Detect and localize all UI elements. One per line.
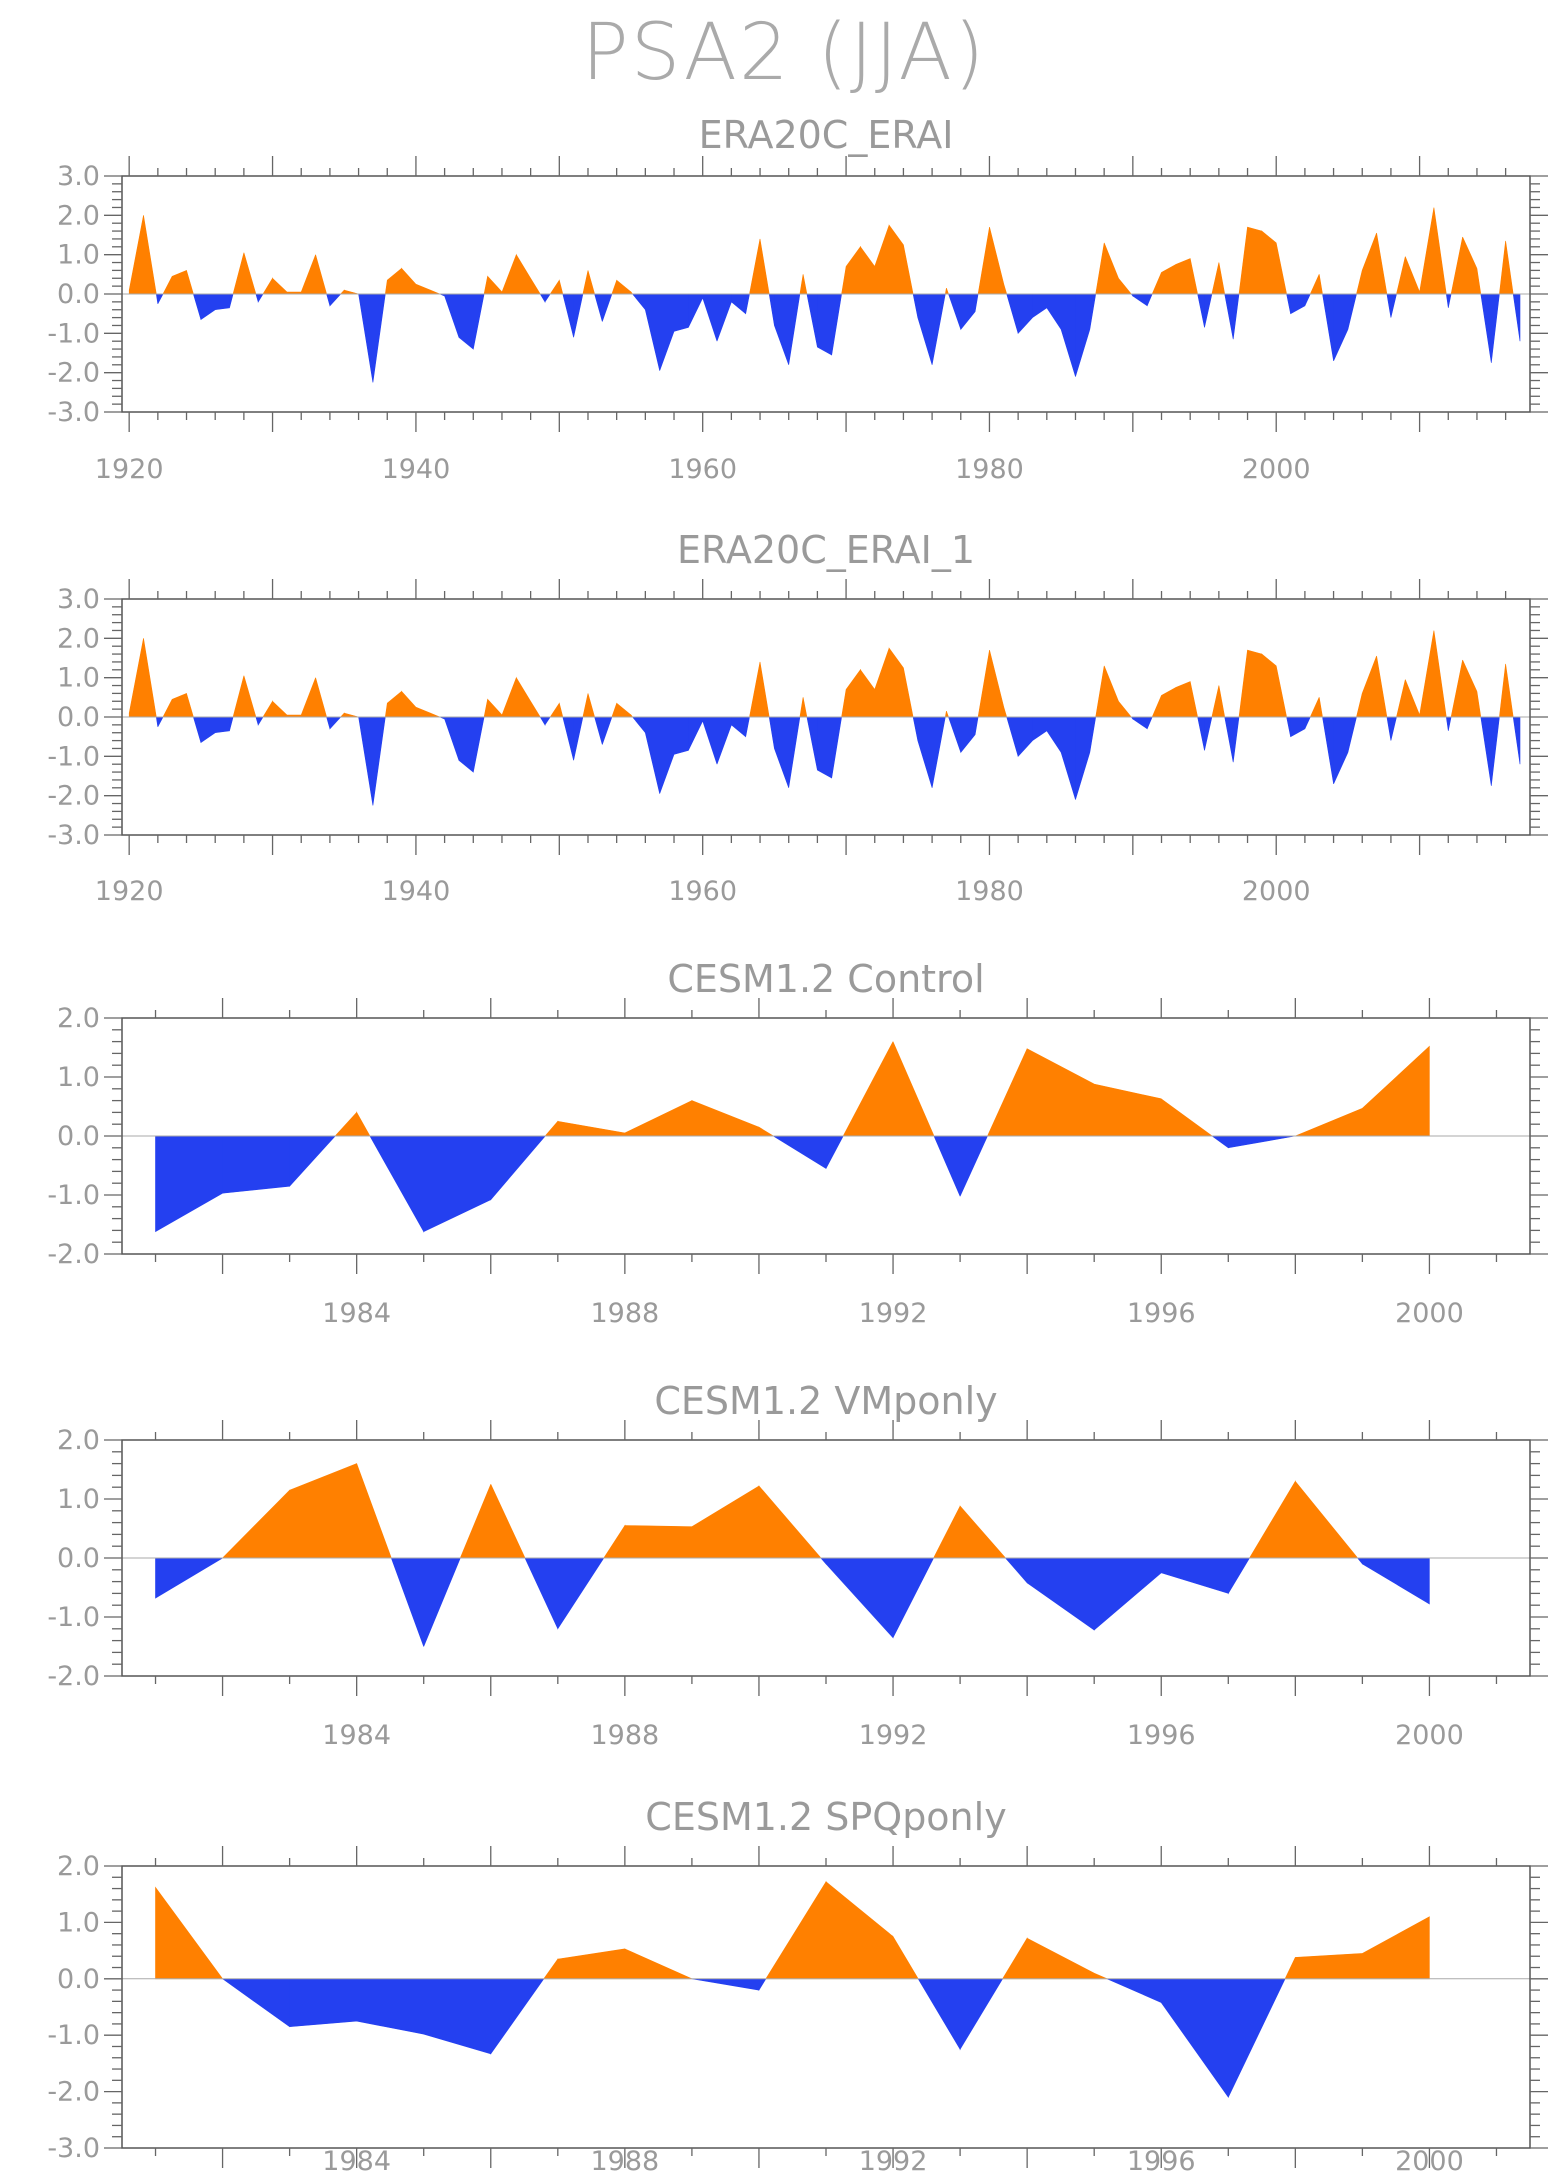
y-tick-label: 0.0 <box>57 279 100 310</box>
x-tick-label: 1992 <box>859 1720 928 1751</box>
panel-title: CESM1.2 VMponly <box>654 1379 997 1423</box>
y-tick-label: -3.0 <box>47 2133 100 2164</box>
positive-area <box>221 1463 1359 1559</box>
y-tick-label: 3.0 <box>57 161 100 192</box>
y-tick-label: -1.0 <box>47 318 100 349</box>
y-tick-label: -2.0 <box>47 1239 100 1270</box>
y-tick-label: 1.0 <box>57 1907 100 1938</box>
x-tick-label: 1940 <box>382 876 451 907</box>
x-tick-label: 1988 <box>590 1298 659 1329</box>
x-tick-label: 1992 <box>859 1298 928 1329</box>
y-tick-label: -3.0 <box>47 397 100 428</box>
y-tick-label: -2.0 <box>47 358 100 389</box>
x-tick-label: 1940 <box>382 454 451 485</box>
y-tick-label: -1.0 <box>47 1180 100 1211</box>
x-tick-label: 2000 <box>1242 454 1311 485</box>
y-tick-label: -1.0 <box>47 2020 100 2051</box>
panel-5: CESM1.2 SPQponly 2.0 1.0 0.0 -1.0 -2.0 -3.0 198… <box>47 1795 1548 2172</box>
x-tick-label: 1992 <box>859 2146 928 2172</box>
y-tick-label: 3.0 <box>57 584 100 615</box>
y-tick-label: 1.0 <box>57 1062 100 1093</box>
panel-title: ERA20C_ERAI_1 <box>677 528 975 572</box>
negative-area <box>221 1978 1286 2099</box>
x-tick-label: 1996 <box>1127 1298 1196 1329</box>
x-tick-label: 2000 <box>1242 876 1311 907</box>
x-tick-label: 1960 <box>668 876 737 907</box>
x-tick-label: 1984 <box>322 1298 391 1329</box>
x-tick-label: 1980 <box>955 876 1024 907</box>
panel-1: ERA20C_ERAI 3.0 2.0 1.0 0.0 -1.0 -2.0 -3.0 1920 1… <box>47 113 1548 485</box>
x-tick-label: 1920 <box>95 876 164 907</box>
y-tick-label: 2.0 <box>57 1425 100 1456</box>
y-tick-label: -3.0 <box>47 820 100 851</box>
positive-area <box>155 1880 1430 1980</box>
y-tick-label: 2.0 <box>57 1851 100 1882</box>
x-tick-label: 2000 <box>1395 1720 1464 1751</box>
page-title: PSA2 (JJA) <box>581 8 987 98</box>
panel-2: ERA20C_ERAI_1 3.0 2.0 1.0 0.0 -1.0 -2.0 -3.0 192… <box>47 528 1548 907</box>
y-tick-label: 2.0 <box>57 1003 100 1034</box>
x-tick-label: 1996 <box>1127 2146 1196 2172</box>
y-tick-label: 1.0 <box>57 1484 100 1515</box>
negative-area <box>155 716 1521 806</box>
y-tick-label: -2.0 <box>47 1661 100 1692</box>
panel-4: CESM1.2 VMponly 2.0 1.0 0.0 -1.0 -2.0 1984 1988… <box>47 1379 1548 1751</box>
panel-title: CESM1.2 Control <box>667 957 984 1001</box>
x-tick-label: 1984 <box>322 1720 391 1751</box>
y-tick-label: 0.0 <box>57 702 100 733</box>
x-tick-label: 1980 <box>955 454 1024 485</box>
positive-area <box>334 1041 1430 1137</box>
x-tick-label: 2000 <box>1395 2146 1464 2172</box>
panel-title: CESM1.2 SPQponly <box>645 1795 1006 1839</box>
positive-area <box>128 207 1514 295</box>
y-tick-label: -1.0 <box>47 741 100 772</box>
negative-area <box>155 1557 1430 1647</box>
panel-3: CESM1.2 Control 2.0 1.0 0.0 -1.0 -2.0 1984 1988… <box>47 957 1548 1329</box>
y-tick-label: 0.0 <box>57 1964 100 1995</box>
negative-area <box>155 1135 1296 1233</box>
x-tick-label: 1920 <box>95 454 164 485</box>
y-tick-label: 2.0 <box>57 623 100 654</box>
y-tick-label: -2.0 <box>47 2077 100 2108</box>
y-tick-label: -1.0 <box>47 1602 100 1633</box>
x-tick-label: 1988 <box>590 1720 659 1751</box>
panel-title: ERA20C_ERAI <box>699 113 954 157</box>
y-tick-label: 2.0 <box>57 200 100 231</box>
x-tick-label: 1996 <box>1127 1720 1196 1751</box>
y-tick-label: 1.0 <box>57 663 100 694</box>
y-tick-label: 1.0 <box>57 240 100 271</box>
positive-area <box>128 630 1514 718</box>
x-tick-label: 1960 <box>668 454 737 485</box>
y-tick-label: 0.0 <box>57 1121 100 1152</box>
y-tick-label: -2.0 <box>47 781 100 812</box>
negative-area <box>155 293 1521 383</box>
x-tick-label: 2000 <box>1395 1298 1464 1329</box>
y-tick-label: 0.0 <box>57 1543 100 1574</box>
x-tick-label: 1988 <box>590 2146 659 2172</box>
x-tick-label: 1984 <box>322 2146 391 2172</box>
